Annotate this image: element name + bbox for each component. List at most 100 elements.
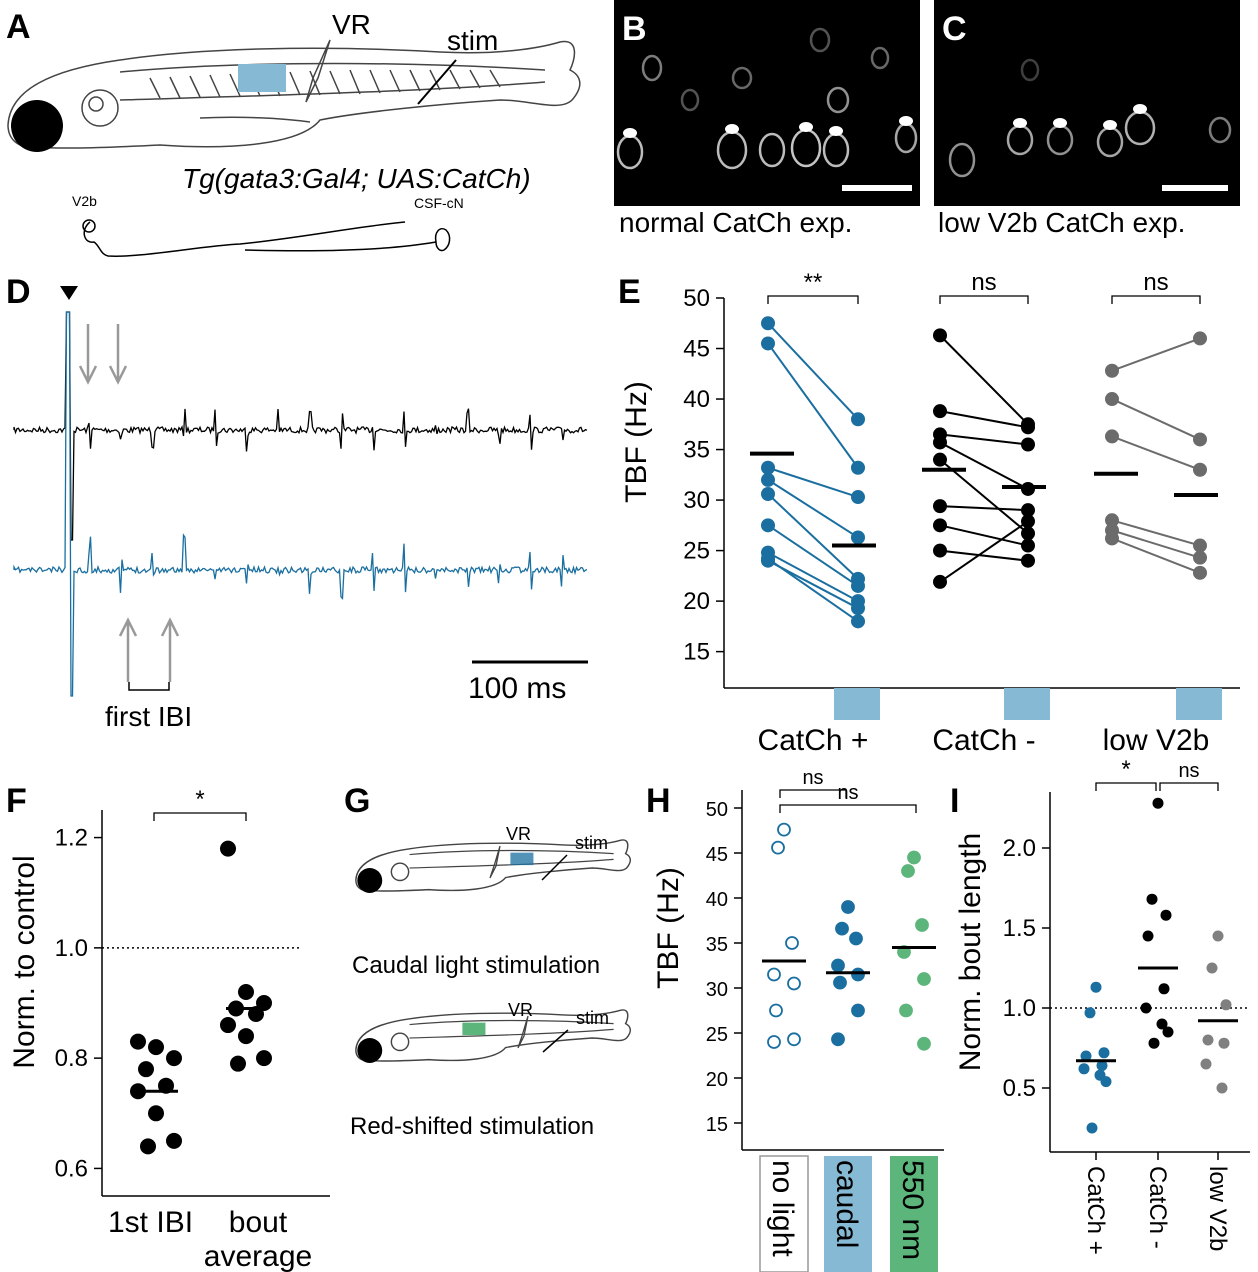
point-after	[1021, 420, 1035, 435]
significance-label: *	[1121, 756, 1130, 783]
pipette-shape	[305, 39, 331, 103]
ibi-bracket	[128, 682, 170, 691]
cell-soma	[1208, 116, 1232, 144]
cell-bright-process	[1133, 104, 1147, 114]
cell-soma	[641, 54, 663, 82]
point-before	[1105, 363, 1119, 378]
larva-drawing-g2	[355, 1009, 631, 1063]
cell-soma	[680, 88, 700, 112]
significance-bracket	[1095, 782, 1157, 791]
data-point	[130, 1033, 146, 1050]
point-before	[761, 472, 775, 487]
point-after	[1193, 432, 1207, 447]
v2b-label: V2b	[72, 193, 97, 209]
panel-i-chart: I 0.5 1.0 1.5 2.0 Norm. bout length * ns CatCh …	[950, 756, 1250, 1255]
data-point	[1220, 999, 1232, 1011]
paired-line	[939, 520, 1029, 583]
data-point	[1100, 1076, 1112, 1088]
paired-line	[767, 524, 859, 587]
cell-soma	[731, 66, 753, 90]
point-before	[933, 404, 947, 419]
eye-shape	[11, 100, 63, 152]
significance-bracket	[1159, 782, 1219, 791]
paired-line	[939, 524, 1029, 547]
panel-h-letter: H	[646, 782, 671, 820]
panel-f-chart: F 0.6 0.8 1.0 1.2 Norm. to control * 1st IBI bo…	[6, 782, 330, 1272]
scale-bar-b	[842, 185, 912, 191]
light-on-indicator	[1176, 688, 1222, 720]
y-tick-label: 45	[683, 336, 710, 363]
stimulated-trace	[13, 311, 588, 697]
data-point	[1096, 1060, 1108, 1072]
data-point	[833, 975, 847, 990]
data-point	[899, 1003, 913, 1018]
point-before	[761, 316, 775, 331]
data-point	[831, 1032, 845, 1047]
paired-line	[767, 322, 859, 420]
data-point	[256, 1050, 272, 1067]
data-point	[238, 1028, 254, 1045]
stim-pointer	[417, 59, 457, 105]
paired-line	[939, 410, 1029, 429]
data-point	[1202, 1034, 1214, 1046]
y-tick-label: 0.8	[55, 1045, 88, 1072]
paired-line	[767, 551, 859, 602]
data-point	[849, 931, 863, 946]
cell-bright-process	[829, 126, 843, 136]
up-arrow	[160, 617, 180, 682]
point-after	[1021, 526, 1035, 541]
panel-f-letter: F	[6, 782, 27, 820]
paired-line	[939, 441, 1029, 490]
data-point	[256, 995, 272, 1011]
point-before	[933, 452, 947, 467]
point-after	[851, 578, 865, 593]
point-after	[1021, 514, 1035, 529]
point-after	[1193, 538, 1207, 553]
cell-soma	[826, 86, 850, 114]
y-axis-title: Norm. bout length	[954, 833, 987, 1071]
point-after	[851, 490, 865, 505]
paired-line	[1111, 435, 1201, 471]
significance-bracket	[153, 812, 247, 821]
paired-line	[1111, 519, 1201, 547]
condition-box	[824, 1156, 872, 1272]
significance-label: *	[195, 786, 204, 813]
light-on-indicator	[834, 688, 880, 720]
data-point	[1212, 930, 1224, 942]
data-point	[1162, 1026, 1174, 1038]
data-point	[140, 1138, 156, 1155]
paired-line	[767, 466, 859, 498]
paired-line	[939, 549, 1029, 562]
data-point	[831, 958, 845, 973]
cell-bright-process	[1053, 118, 1067, 128]
cell-soma	[870, 46, 890, 70]
up-arrow	[118, 617, 138, 682]
point-before	[761, 518, 775, 533]
x-category-label: no light	[766, 1160, 799, 1257]
y-tick-label: 25	[706, 1024, 728, 1046]
g-stim-label-2: stim	[576, 1008, 609, 1028]
y-tick-label: 0.5	[1003, 1075, 1036, 1102]
data-point	[138, 1061, 154, 1078]
paired-line	[939, 505, 1029, 512]
point-before	[933, 499, 947, 514]
data-point	[166, 1050, 182, 1067]
y-tick-label: 30	[706, 979, 728, 1001]
data-point	[835, 921, 849, 936]
data-point	[158, 1077, 174, 1094]
data-point	[1160, 909, 1172, 921]
paired-line	[1111, 529, 1201, 559]
significance-label: ns	[971, 269, 996, 296]
point-after	[1193, 331, 1207, 346]
point-before	[933, 518, 947, 533]
pipette-shape	[489, 845, 501, 879]
data-point	[1146, 893, 1158, 905]
data-point	[851, 1003, 865, 1018]
ibi-label: first IBI	[105, 701, 192, 732]
cell-soma	[948, 142, 976, 178]
cell-bright-process	[1103, 120, 1117, 130]
significance-bracket	[779, 804, 917, 813]
data-point	[148, 1039, 164, 1056]
